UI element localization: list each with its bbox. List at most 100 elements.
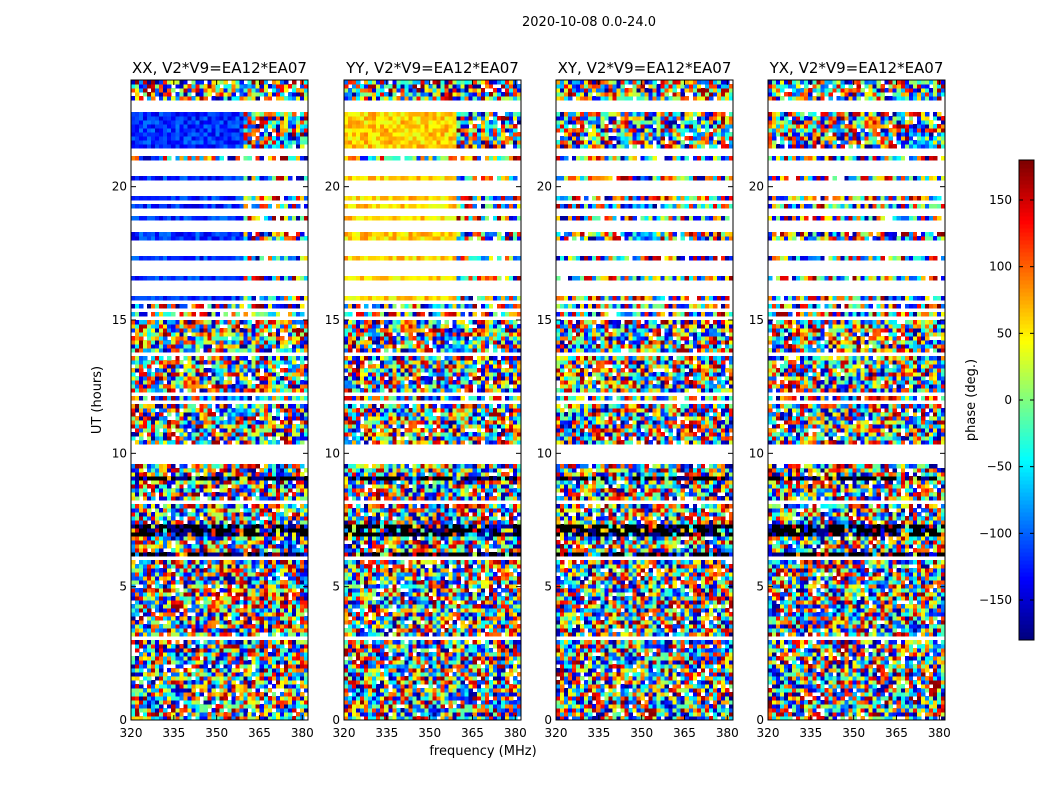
heatmap-cell — [292, 616, 296, 620]
heatmap-cell — [501, 704, 505, 708]
heatmap-cell — [203, 480, 207, 484]
heatmap-cell — [232, 384, 236, 388]
heatmap-cell — [135, 544, 139, 548]
heatmap-cell — [264, 684, 268, 688]
heatmap-cell — [139, 276, 143, 280]
heatmap-cell — [300, 552, 304, 556]
heatmap-cell — [183, 708, 187, 712]
heatmap-cell — [183, 568, 187, 572]
heatmap-cell — [272, 576, 276, 580]
heatmap-cell — [264, 312, 268, 316]
heatmap-cell — [187, 336, 191, 340]
heatmap-cell — [240, 428, 244, 432]
heatmap-cell — [147, 376, 151, 380]
heatmap-cell — [155, 396, 159, 400]
heatmap-cell — [203, 612, 207, 616]
heatmap-cell — [300, 116, 304, 120]
heatmap-cell — [175, 644, 179, 648]
heatmap-cell — [256, 664, 260, 668]
heatmap-cell — [256, 196, 260, 200]
heatmap-cell — [300, 648, 304, 652]
heatmap-cell — [264, 592, 268, 596]
heatmap-cell — [167, 116, 171, 120]
heatmap-cell — [268, 92, 272, 96]
heatmap-cell — [232, 340, 236, 344]
heatmap-cell — [420, 704, 424, 708]
heatmap-cell — [159, 324, 163, 328]
heatmap-cell — [268, 124, 272, 128]
heatmap-cell — [220, 656, 224, 660]
heatmap-cell — [232, 540, 236, 544]
heatmap-cell — [159, 524, 163, 528]
heatmap-cell — [159, 420, 163, 424]
heatmap-cell — [203, 408, 207, 412]
heatmap-cell — [163, 432, 167, 436]
heatmap-cell — [288, 364, 292, 368]
heatmap-cell — [244, 112, 248, 116]
heatmap-cell — [260, 136, 264, 140]
heatmap-cell — [288, 584, 292, 588]
heatmap-cell — [280, 88, 284, 92]
heatmap-cell — [191, 652, 195, 656]
heatmap-cell — [220, 676, 224, 680]
heatmap-cell — [215, 484, 219, 488]
heatmap-cell — [228, 544, 232, 548]
heatmap-cell — [195, 640, 199, 644]
heatmap-cell — [151, 416, 155, 420]
heatmap-cell — [135, 332, 139, 336]
heatmap-cell — [288, 668, 292, 672]
heatmap-cell — [292, 388, 296, 392]
heatmap-cell — [171, 304, 175, 308]
heatmap-cell — [155, 236, 159, 240]
heatmap-cell — [296, 604, 300, 608]
heatmap-cell — [284, 196, 288, 200]
heatmap-cell — [244, 692, 248, 696]
heatmap-cell — [236, 516, 240, 520]
heatmap-cell — [300, 676, 304, 680]
heatmap-cell — [151, 332, 155, 336]
heatmap-cell — [215, 396, 219, 400]
heatmap-cell — [240, 196, 244, 200]
heatmap-cell — [240, 516, 244, 520]
heatmap-cell — [143, 348, 147, 352]
heatmap-cell — [392, 696, 396, 700]
heatmap-cell — [260, 640, 264, 644]
heatmap-cell — [268, 680, 272, 684]
heatmap-cell — [207, 216, 211, 220]
heatmap-cell — [292, 312, 296, 316]
heatmap-cell — [175, 116, 179, 120]
heatmap-cell — [155, 572, 159, 576]
heatmap-cell — [159, 132, 163, 136]
heatmap-cell — [143, 344, 147, 348]
heatmap-cell — [240, 584, 244, 588]
heatmap-cell — [268, 652, 272, 656]
heatmap-cell — [244, 132, 248, 136]
heatmap-cell — [195, 548, 199, 552]
heatmap-cell — [224, 304, 228, 308]
heatmap-cell — [191, 128, 195, 132]
heatmap-cell — [163, 88, 167, 92]
heatmap-cell — [300, 660, 304, 664]
heatmap-cell — [252, 524, 256, 528]
heatmap-cell — [276, 324, 280, 328]
heatmap-cell — [424, 696, 428, 700]
heatmap-cell — [171, 256, 175, 260]
heatmap-cell — [159, 140, 163, 144]
heatmap-cell — [203, 416, 207, 420]
heatmap-cell — [199, 420, 203, 424]
heatmap-cell — [272, 332, 276, 336]
heatmap-cell — [171, 404, 175, 408]
heatmap-cell — [428, 704, 432, 708]
heatmap-cell — [412, 692, 416, 696]
heatmap-cell — [135, 276, 139, 280]
heatmap-cell — [159, 136, 163, 140]
heatmap-cell — [207, 136, 211, 140]
heatmap-cell — [248, 236, 252, 240]
heatmap-cell — [284, 396, 288, 400]
heatmap-cell — [260, 508, 264, 512]
heatmap-cell — [167, 468, 171, 472]
heatmap-cell — [296, 304, 300, 308]
heatmap-cell — [175, 216, 179, 220]
heatmap-cell — [199, 688, 203, 692]
heatmap-cell — [224, 516, 228, 520]
